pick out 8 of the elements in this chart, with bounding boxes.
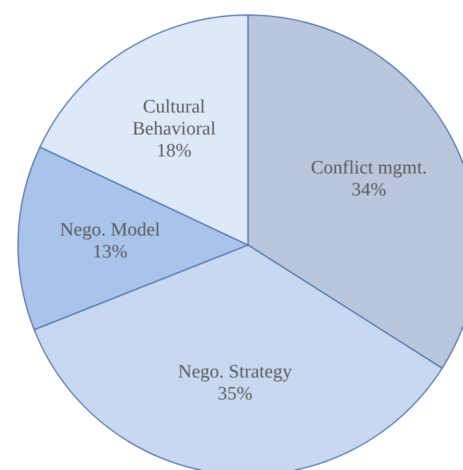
slice-label: Cultural Behavioral — [132, 96, 216, 139]
slice-label: Nego. Strategy — [178, 360, 292, 382]
data-label: 34% — [352, 179, 387, 200]
slice-label: Nego. Model — [60, 219, 160, 240]
data-label: 35% — [218, 382, 253, 404]
slice-label: Conflict mgmt. — [310, 157, 427, 178]
data-label: 13% — [92, 241, 128, 262]
data-label: 18% — [156, 140, 192, 161]
